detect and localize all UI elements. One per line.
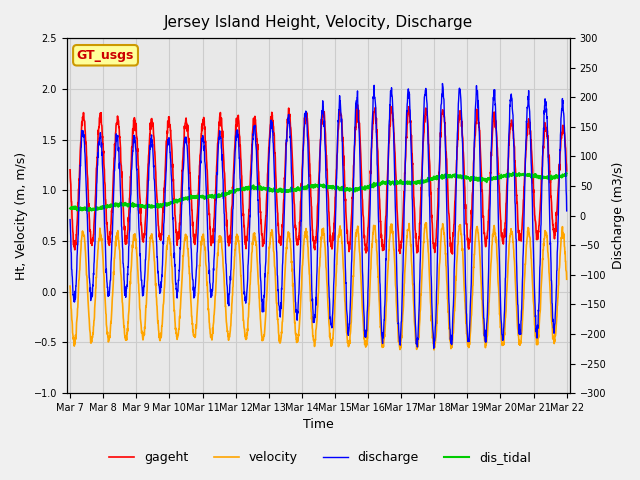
Title: Jersey Island Height, Velocity, Discharge: Jersey Island Height, Velocity, Discharg… [164, 15, 473, 30]
gageht [354, 102, 362, 108]
dis_tidal [92, 205, 99, 211]
discharge [549, 318, 557, 324]
dis_tidal [67, 205, 74, 211]
velocity [563, 276, 570, 282]
velocity [67, 283, 74, 289]
discharge [308, 276, 316, 282]
Line: velocity: velocity [70, 223, 566, 350]
discharge [92, 218, 99, 224]
discharge [430, 346, 438, 351]
velocity [430, 347, 438, 353]
gageht [458, 124, 465, 130]
Line: discharge: discharge [70, 84, 566, 348]
Legend: gageht, velocity, discharge, dis_tidal: gageht, velocity, discharge, dis_tidal [104, 446, 536, 469]
discharge [67, 217, 74, 223]
dis_tidal [458, 175, 465, 180]
discharge [563, 208, 570, 214]
gageht [67, 167, 74, 173]
velocity [458, 236, 465, 242]
gageht [92, 195, 99, 201]
gageht [308, 204, 316, 210]
gageht [294, 238, 302, 244]
dis_tidal [509, 170, 517, 176]
Y-axis label: Discharge (m3/s): Discharge (m3/s) [612, 162, 625, 269]
velocity [294, 331, 302, 337]
discharge [294, 298, 302, 304]
velocity [92, 294, 99, 300]
discharge [548, 309, 556, 314]
velocity [548, 330, 556, 336]
dis_tidal [84, 208, 92, 214]
Text: GT_usgs: GT_usgs [77, 49, 134, 62]
velocity [308, 316, 316, 322]
gageht [449, 251, 456, 257]
Line: gageht: gageht [70, 105, 566, 254]
gageht [549, 222, 557, 228]
discharge [458, 114, 465, 120]
dis_tidal [308, 182, 316, 188]
dis_tidal [549, 174, 557, 180]
velocity [549, 336, 557, 342]
dis_tidal [563, 170, 570, 176]
dis_tidal [295, 186, 303, 192]
gageht [563, 168, 570, 174]
velocity [422, 220, 430, 226]
discharge [438, 81, 446, 86]
X-axis label: Time: Time [303, 419, 333, 432]
Line: dis_tidal: dis_tidal [70, 173, 566, 211]
Y-axis label: Ht, Velocity (m, m/s): Ht, Velocity (m, m/s) [15, 152, 28, 280]
dis_tidal [548, 176, 556, 181]
gageht [548, 217, 556, 223]
